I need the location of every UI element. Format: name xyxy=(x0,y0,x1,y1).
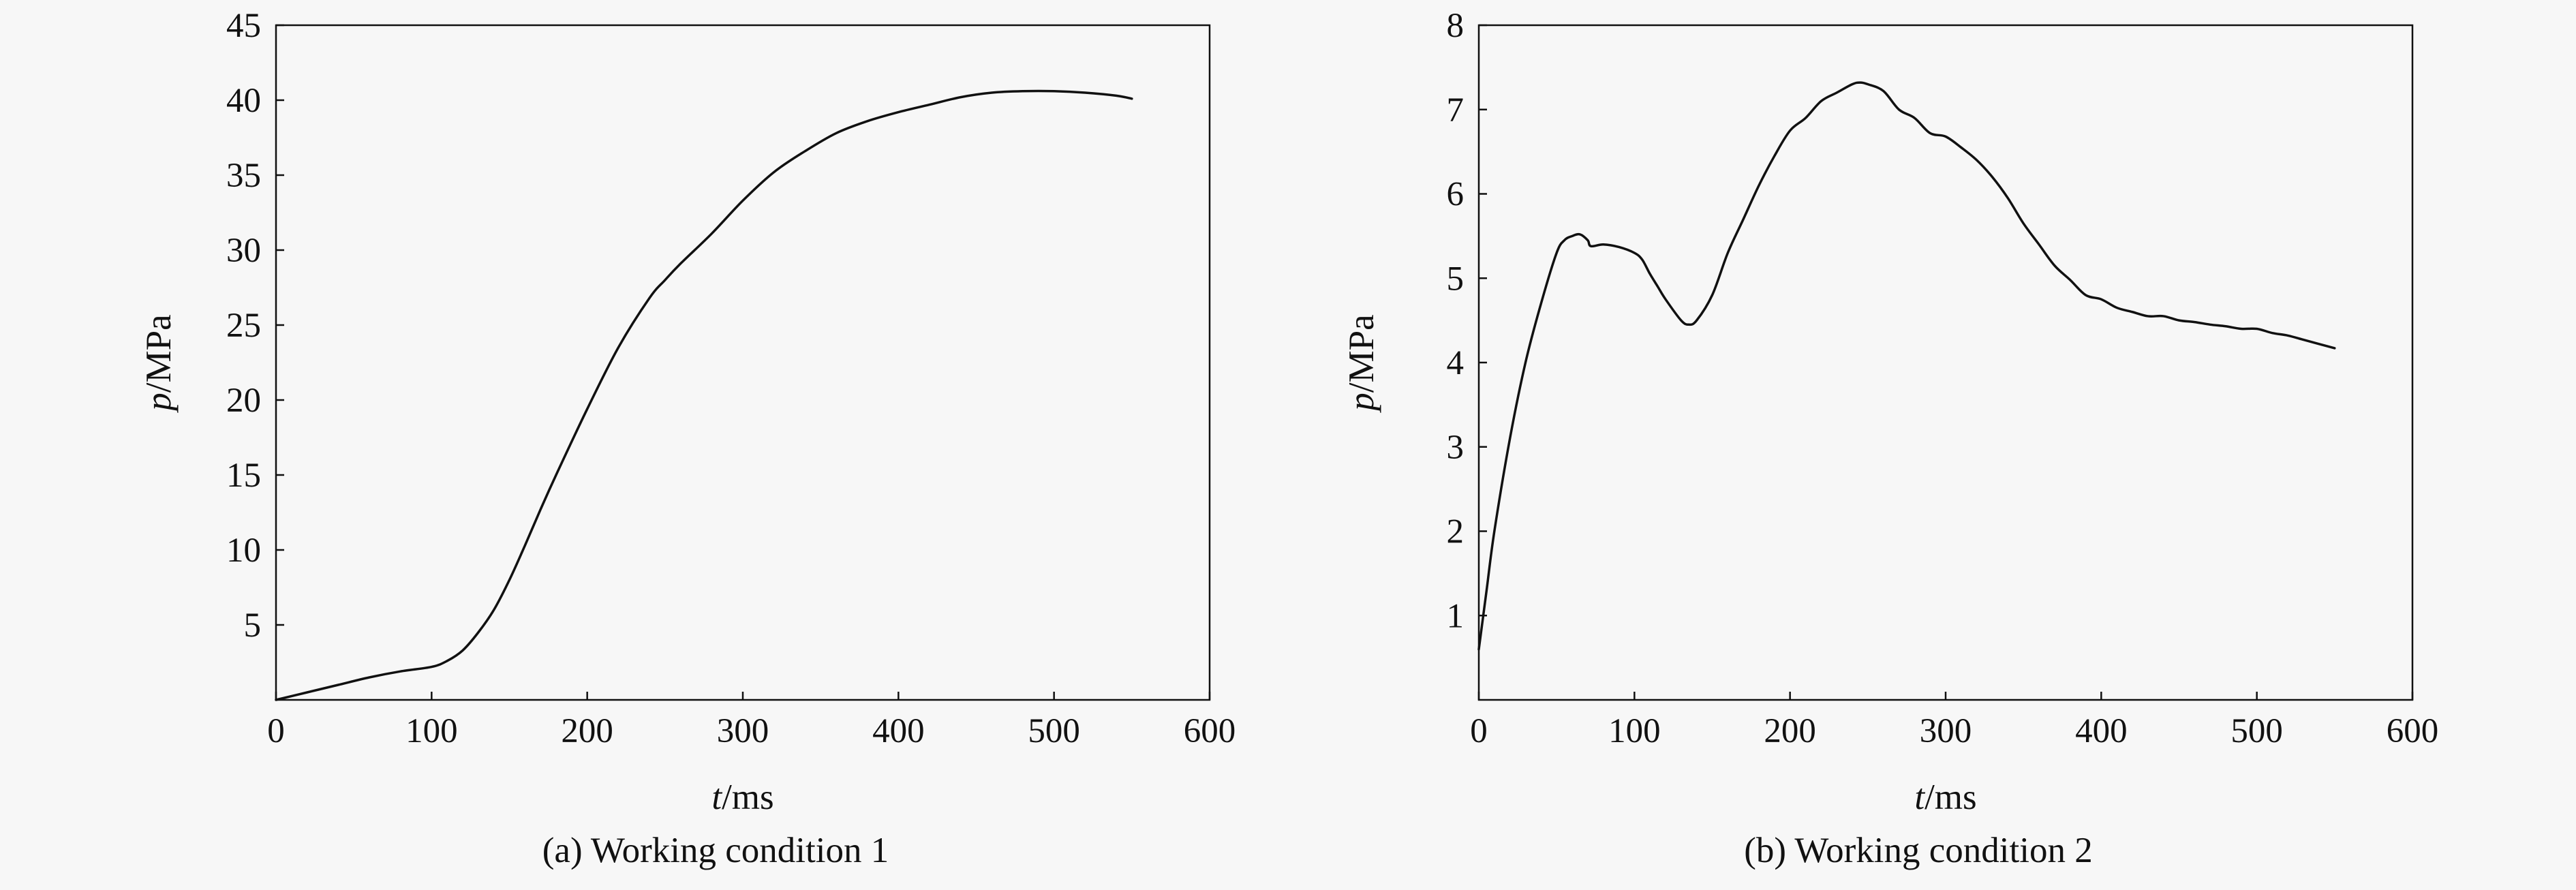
y-axis-variable: p xyxy=(1342,393,1381,414)
figure-caption-a: (a) Working condition 1 xyxy=(542,831,889,870)
y-axis-unit: /MPa xyxy=(1342,314,1381,393)
plot-frame xyxy=(1477,24,2414,701)
y-axis-variable: p xyxy=(139,393,179,414)
x-tick-label: 600 xyxy=(1184,712,1236,750)
pressure-curve xyxy=(275,89,1133,701)
y-tick-label: 5 xyxy=(244,607,262,645)
x-tick-label: 100 xyxy=(405,712,458,750)
x-axis-label: t/ms xyxy=(711,778,773,817)
y-axis-unit: /MPa xyxy=(139,314,179,393)
y-tick-label: 2 xyxy=(1447,513,1465,551)
y-tick-label: 8 xyxy=(1447,7,1465,45)
figure-caption-b: (b) Working condition 2 xyxy=(1744,831,2092,870)
y-tick-label: 1 xyxy=(1447,597,1465,635)
x-tick-label: 500 xyxy=(2230,712,2283,750)
x-axis-variable: t xyxy=(1914,778,1925,817)
x-tick-label: 200 xyxy=(561,712,613,750)
y-tick-label: 7 xyxy=(1447,91,1465,129)
x-tick-label: 500 xyxy=(1028,712,1080,750)
y-tick-label: 40 xyxy=(226,82,261,120)
x-tick-label: 600 xyxy=(2387,712,2439,750)
chart-panel-b: 0 100 200 300 400 500 600 1 2 3 4 5 6 7 8 t/ms p/MPa (b) … xyxy=(1342,7,2438,870)
chart-panel-a: 0 100 200 300 400 500 600 5 10 15 20 25 30 35 40 45 t/ms… xyxy=(139,7,1236,870)
x-tick-label: 400 xyxy=(2075,712,2128,750)
x-tick-label: 100 xyxy=(1608,712,1661,750)
x-axis-variable: t xyxy=(711,778,722,817)
y-tick-label: 5 xyxy=(1447,260,1465,298)
y-tick-label: 20 xyxy=(226,382,261,420)
y-tick-label: 25 xyxy=(226,307,261,345)
pressure-curve xyxy=(1477,81,2336,651)
x-tick-label: 300 xyxy=(1920,712,1972,750)
y-tick-label: 15 xyxy=(226,457,261,495)
x-tick-label: 0 xyxy=(267,712,285,750)
y-tick-label: 4 xyxy=(1447,344,1465,382)
y-tick-label: 3 xyxy=(1447,429,1465,467)
x-tick-label: 0 xyxy=(1470,712,1488,750)
x-tick-label: 400 xyxy=(872,712,925,750)
plot-frame xyxy=(275,24,1211,701)
x-tick-label: 300 xyxy=(717,712,769,750)
x-axis-unit: /ms xyxy=(722,778,774,817)
y-axis-label: p/MPa xyxy=(1342,314,1381,413)
y-tick-label: 35 xyxy=(226,157,261,195)
x-tick-label: 200 xyxy=(1764,712,1816,750)
y-tick-label: 10 xyxy=(226,532,261,570)
y-axis-label: p/MPa xyxy=(139,314,179,413)
y-tick-label: 30 xyxy=(226,232,261,270)
y-tick-label: 45 xyxy=(226,7,261,45)
x-axis-label: t/ms xyxy=(1914,778,1976,817)
x-axis-unit: /ms xyxy=(1925,778,1977,817)
y-tick-label: 6 xyxy=(1447,176,1465,214)
